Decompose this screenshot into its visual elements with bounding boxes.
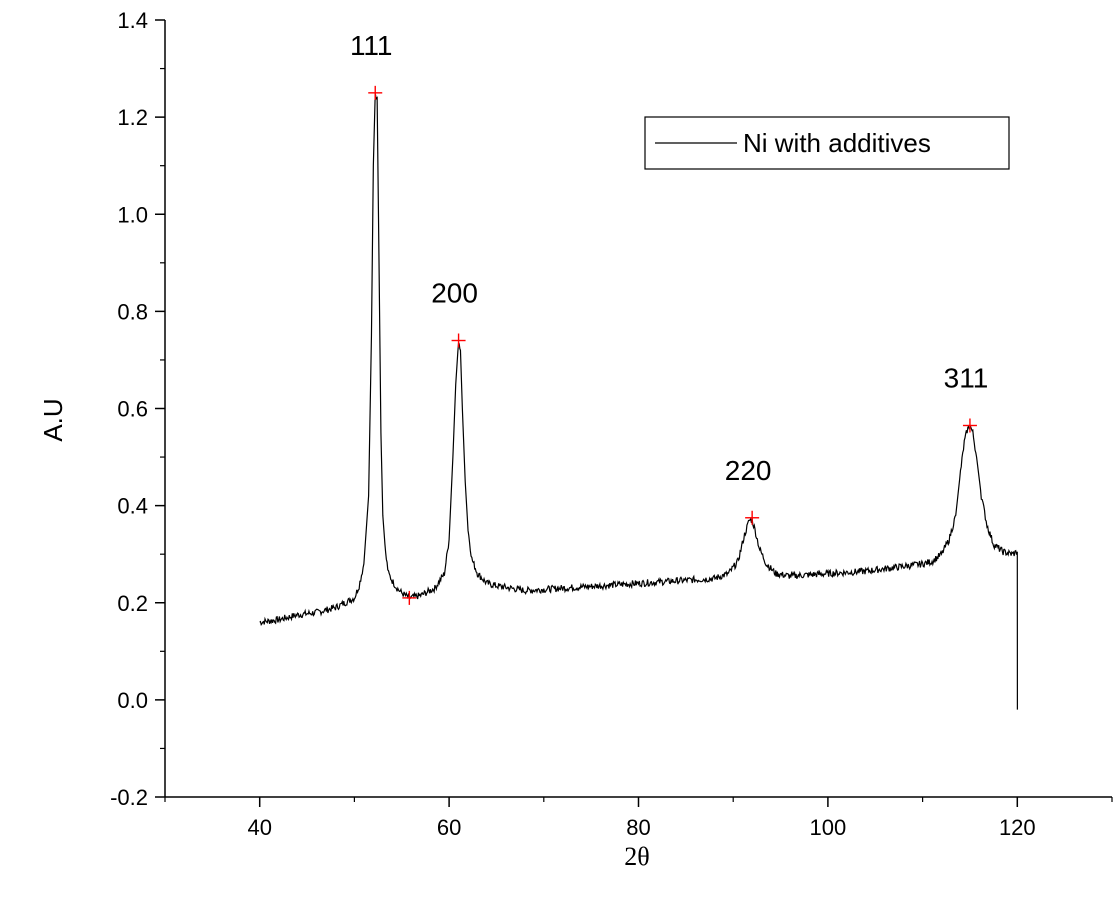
- y-tick-label: -0.2: [110, 785, 148, 810]
- peak-marker: [962, 418, 977, 433]
- x-axis: 40 60 80 100 120: [164, 796, 1113, 840]
- y-tick-label: 0.2: [117, 591, 148, 616]
- peak-label: 200: [431, 278, 478, 309]
- y-axis: -0.2 0.0 0.2 0.4 0.6 0.8 1.0 1.2 1.4: [110, 8, 166, 810]
- peak-marker: [451, 333, 466, 348]
- peak-label: 220: [725, 455, 772, 486]
- x-tick-label: 80: [626, 815, 650, 840]
- peak-marker-layer: [368, 85, 977, 605]
- y-tick-label: 0.8: [117, 299, 148, 324]
- legend: Ni with additives: [644, 116, 1010, 170]
- peak-marker: [402, 590, 417, 605]
- x-tick-label: 60: [437, 815, 461, 840]
- series-line-ni-with-additives: [259, 93, 1018, 710]
- peak-label: 111: [350, 30, 393, 61]
- peak-label: 311: [944, 362, 989, 393]
- x-tick-label: 40: [247, 815, 271, 840]
- peak-label-layer: 111 200 220 311: [350, 30, 988, 486]
- series-layer: [259, 93, 1018, 710]
- y-tick-label: 0.6: [117, 397, 148, 422]
- peak-marker: [745, 510, 760, 525]
- y-tick-label: 1.2: [117, 105, 148, 130]
- x-axis-title: 2θ: [624, 842, 649, 871]
- y-tick-label: 0.0: [117, 688, 148, 713]
- y-tick-label: 1.4: [117, 8, 148, 33]
- x-tick-label: 120: [999, 815, 1036, 840]
- y-tick-label: 0.4: [117, 494, 148, 519]
- y-tick-label: 1.0: [117, 202, 148, 227]
- legend-entry-label: Ni with additives: [743, 128, 931, 158]
- x-tick-label: 100: [810, 815, 847, 840]
- peak-marker: [368, 85, 383, 100]
- y-axis-title: A.U: [38, 398, 68, 441]
